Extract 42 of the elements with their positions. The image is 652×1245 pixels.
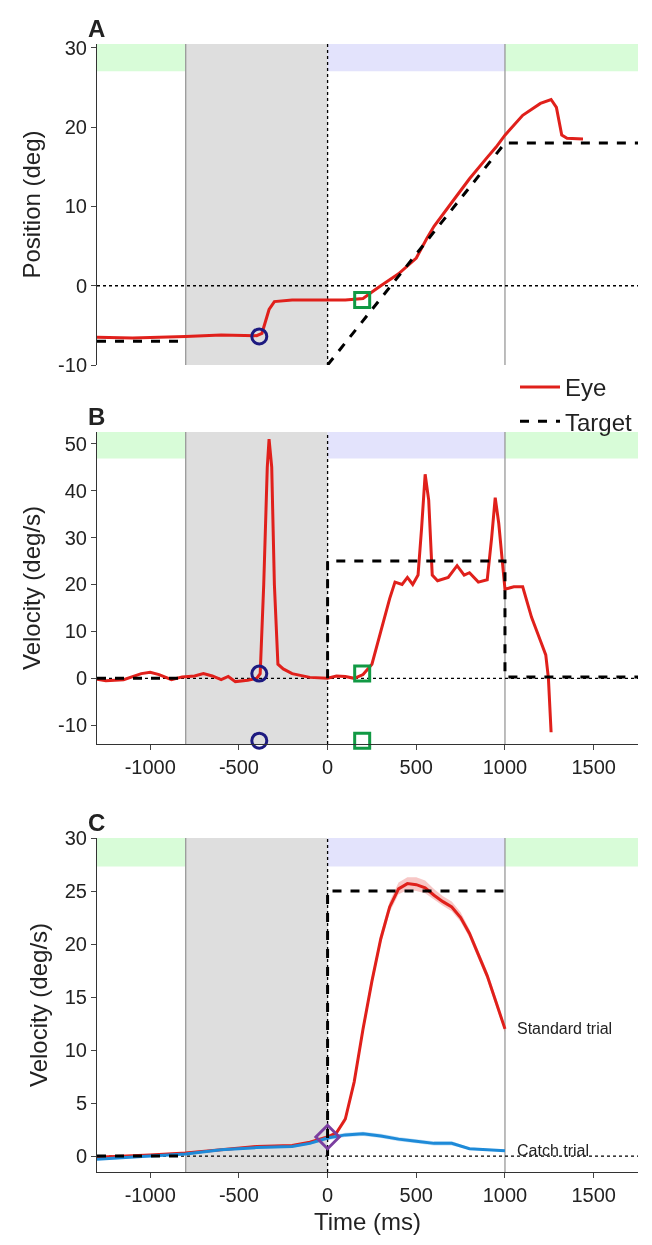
series-label: Standard trial bbox=[517, 1020, 613, 1037]
y-tick-label: 40 bbox=[64, 479, 87, 502]
chart-title: B bbox=[88, 403, 106, 430]
x-tick-label: 1000 bbox=[482, 1184, 528, 1206]
y-axis-title: Velocity (deg/s) bbox=[18, 505, 46, 671]
x-tick-label: 500 bbox=[399, 756, 433, 778]
y-tick-label: 15 bbox=[64, 986, 87, 1009]
y-tick-label: 30 bbox=[64, 526, 87, 549]
y-tick-label: 20 bbox=[64, 573, 87, 596]
y-tick-label: 30 bbox=[64, 36, 87, 59]
x-tick-label: 0 bbox=[322, 1184, 334, 1206]
x-tick-label: -500 bbox=[218, 756, 259, 778]
x-tick-label: 1000 bbox=[482, 756, 528, 778]
y-axis-title: Velocity (deg/s) bbox=[24, 922, 52, 1088]
y-tick-label: 25 bbox=[64, 880, 87, 903]
y-tick-label: 30 bbox=[64, 827, 87, 849]
x-tick-label: 500 bbox=[399, 1184, 433, 1206]
y-axis-title: Position (deg) bbox=[18, 130, 46, 279]
y-tick-label: 5 bbox=[75, 1092, 87, 1115]
x-tick-label: -500 bbox=[218, 1184, 259, 1206]
chart-title: C bbox=[88, 809, 106, 836]
legend-label: Target bbox=[565, 408, 633, 436]
chart-title: A bbox=[88, 15, 106, 42]
legend-label: Eye bbox=[565, 374, 607, 402]
y-tick-label: 0 bbox=[75, 274, 87, 297]
y-tick-label: 20 bbox=[64, 116, 87, 139]
y-tick-label: 10 bbox=[64, 620, 87, 643]
y-tick-label: -10 bbox=[58, 354, 87, 376]
x-tick-label: -1000 bbox=[124, 1184, 176, 1206]
y-tick-label: -10 bbox=[58, 714, 87, 737]
y-tick-label: 10 bbox=[64, 1039, 87, 1062]
series-label: Catch trial bbox=[517, 1142, 590, 1159]
y-tick-label: 50 bbox=[64, 432, 87, 455]
y-tick-label: 20 bbox=[64, 933, 87, 956]
x-axis-title: Time (ms) bbox=[313, 1208, 422, 1236]
x-tick-label: 1500 bbox=[571, 1184, 616, 1206]
x-tick-label: 0 bbox=[322, 756, 334, 778]
y-tick-label: 10 bbox=[64, 195, 87, 218]
x-tick-label: 1500 bbox=[571, 756, 616, 778]
x-tick-label: -1000 bbox=[124, 756, 176, 778]
y-tick-label: 0 bbox=[75, 667, 87, 690]
y-tick-label: 0 bbox=[75, 1145, 87, 1168]
